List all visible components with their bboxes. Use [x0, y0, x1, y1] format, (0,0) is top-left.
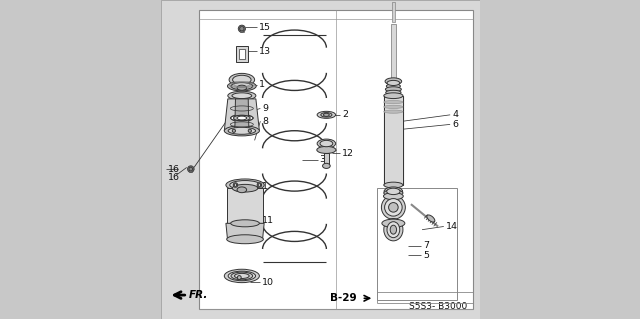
- Bar: [392, 2, 395, 22]
- Text: 3: 3: [320, 155, 326, 164]
- Text: B-29: B-29: [330, 293, 356, 303]
- Text: 16: 16: [168, 173, 179, 182]
- Text: 13: 13: [259, 47, 271, 56]
- Ellipse shape: [384, 182, 403, 188]
- Ellipse shape: [230, 181, 260, 189]
- Ellipse shape: [384, 105, 403, 108]
- Polygon shape: [235, 99, 249, 131]
- Ellipse shape: [230, 183, 253, 193]
- Text: 1: 1: [262, 182, 268, 191]
- Text: 16: 16: [168, 165, 180, 174]
- Ellipse shape: [227, 113, 257, 123]
- Ellipse shape: [231, 83, 253, 90]
- Ellipse shape: [237, 187, 246, 193]
- Ellipse shape: [258, 184, 260, 186]
- Bar: [324, 153, 329, 166]
- Ellipse shape: [232, 184, 258, 192]
- Text: 2: 2: [342, 110, 348, 119]
- Text: FR.: FR.: [189, 290, 209, 300]
- Bar: [391, 24, 396, 112]
- Ellipse shape: [224, 126, 259, 136]
- Ellipse shape: [383, 193, 403, 200]
- Text: 8: 8: [262, 117, 268, 126]
- Ellipse shape: [227, 235, 264, 244]
- Ellipse shape: [239, 26, 244, 31]
- Ellipse shape: [317, 139, 335, 148]
- Ellipse shape: [387, 222, 400, 238]
- Ellipse shape: [248, 129, 252, 132]
- Ellipse shape: [229, 73, 255, 86]
- Ellipse shape: [384, 110, 403, 113]
- Ellipse shape: [320, 140, 333, 147]
- Ellipse shape: [227, 81, 256, 91]
- Ellipse shape: [387, 188, 400, 195]
- Ellipse shape: [188, 166, 194, 172]
- Text: 1: 1: [259, 80, 265, 89]
- Ellipse shape: [230, 220, 259, 227]
- Ellipse shape: [228, 127, 255, 134]
- Bar: [239, 49, 244, 59]
- Bar: [378, 188, 457, 300]
- Polygon shape: [227, 188, 262, 223]
- Ellipse shape: [232, 129, 236, 132]
- Ellipse shape: [317, 111, 335, 118]
- Text: 4: 4: [452, 110, 458, 119]
- Text: S5S3- B3000: S5S3- B3000: [409, 302, 467, 311]
- Ellipse shape: [387, 80, 400, 85]
- Ellipse shape: [384, 100, 403, 104]
- Text: 7: 7: [423, 241, 429, 250]
- Ellipse shape: [232, 93, 252, 99]
- Ellipse shape: [237, 276, 241, 279]
- Ellipse shape: [226, 179, 264, 191]
- Ellipse shape: [237, 85, 246, 90]
- Ellipse shape: [384, 190, 403, 196]
- Text: 6: 6: [452, 120, 458, 129]
- Text: 14: 14: [445, 222, 458, 231]
- Ellipse shape: [189, 167, 193, 171]
- Bar: [236, 46, 248, 62]
- Polygon shape: [384, 96, 403, 185]
- Ellipse shape: [234, 185, 250, 192]
- Ellipse shape: [224, 269, 259, 283]
- Ellipse shape: [390, 225, 397, 234]
- Text: 10: 10: [262, 278, 275, 287]
- Ellipse shape: [427, 215, 435, 222]
- Ellipse shape: [388, 203, 398, 212]
- Ellipse shape: [257, 183, 262, 187]
- Polygon shape: [226, 223, 264, 239]
- Text: 11: 11: [262, 216, 275, 225]
- Ellipse shape: [230, 115, 253, 122]
- Ellipse shape: [385, 87, 401, 92]
- Ellipse shape: [228, 91, 256, 100]
- Text: 15: 15: [259, 23, 271, 32]
- Bar: [199, 10, 473, 309]
- Ellipse shape: [228, 271, 255, 281]
- Ellipse shape: [387, 84, 401, 88]
- Ellipse shape: [385, 198, 402, 216]
- Ellipse shape: [232, 75, 251, 84]
- Ellipse shape: [317, 146, 336, 153]
- Ellipse shape: [321, 113, 332, 117]
- Ellipse shape: [386, 90, 401, 95]
- Ellipse shape: [384, 187, 403, 196]
- Ellipse shape: [384, 219, 403, 241]
- Ellipse shape: [234, 184, 237, 186]
- Ellipse shape: [231, 272, 253, 280]
- Text: 5: 5: [423, 251, 429, 260]
- Ellipse shape: [382, 219, 405, 227]
- Ellipse shape: [323, 113, 329, 116]
- Ellipse shape: [238, 25, 245, 32]
- Ellipse shape: [234, 115, 250, 121]
- Ellipse shape: [233, 183, 237, 187]
- Ellipse shape: [384, 93, 403, 99]
- Ellipse shape: [237, 116, 246, 120]
- Ellipse shape: [234, 273, 249, 278]
- Polygon shape: [224, 99, 259, 131]
- Ellipse shape: [385, 78, 402, 85]
- Ellipse shape: [323, 163, 330, 168]
- Text: 12: 12: [342, 149, 354, 158]
- Text: 9: 9: [262, 104, 268, 113]
- Ellipse shape: [381, 195, 405, 219]
